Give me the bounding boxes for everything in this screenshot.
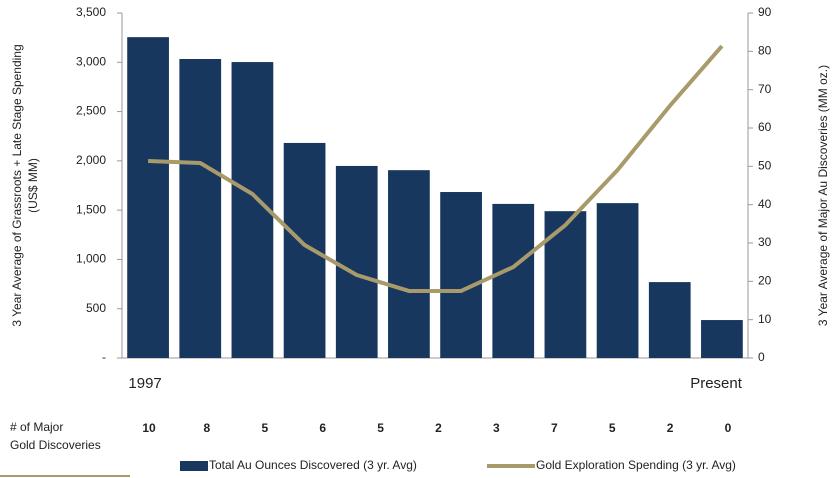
bar	[440, 192, 482, 358]
y2-tick-label: 80	[758, 44, 772, 58]
y2-tick-label: 90	[758, 5, 772, 19]
discovery-count: 10	[142, 421, 156, 435]
discovery-count: 6	[319, 421, 326, 435]
y-tick-label: 500	[86, 301, 106, 315]
y2-tick-label: 0	[758, 350, 765, 364]
y2-axis-label: 3 Year Average of Major Au Discoveries (…	[816, 65, 830, 326]
legend-swatch	[180, 461, 208, 471]
discovery-count: 7	[551, 421, 558, 435]
bar	[544, 211, 587, 358]
bar	[648, 282, 691, 358]
discovery-count: 5	[377, 421, 384, 435]
discovery-count: 3	[493, 421, 500, 435]
discoveries-label: # of Major	[10, 420, 63, 434]
y2-tick-label: 40	[758, 197, 772, 211]
y2-tick-label: 60	[758, 120, 772, 134]
y2-tick-label: 20	[758, 274, 772, 288]
x-tick-label: 1997	[128, 375, 161, 392]
discovery-count: 0	[725, 421, 732, 435]
discovery-count: 5	[261, 421, 268, 435]
discovery-count: 5	[609, 421, 616, 435]
y-tick-label: 1,000	[76, 252, 106, 266]
y-tick-label: 2,000	[76, 153, 106, 167]
bar	[179, 59, 222, 358]
bar	[701, 320, 743, 358]
bar	[492, 203, 535, 358]
bar	[283, 142, 326, 358]
discovery-count: 2	[435, 421, 442, 435]
discoveries-label: Gold Discoveries	[10, 438, 101, 452]
bar	[335, 165, 378, 358]
y2-tick-label: 10	[758, 312, 772, 326]
y-tick-label: 1,500	[76, 202, 106, 216]
y-tick-label: 3,000	[76, 54, 106, 68]
legend-label: Gold Exploration Spending (3 yr. Avg)	[536, 458, 736, 472]
y-tick-label: 2,500	[76, 104, 106, 118]
y-tick-label: 3,500	[76, 5, 106, 19]
x-tick-label: Present	[690, 375, 743, 392]
y2-tick-label: 70	[758, 82, 772, 96]
bar	[388, 170, 430, 358]
y-tick-label: -	[102, 350, 106, 364]
bar	[596, 203, 639, 358]
y-axis-label: (US$ MM)	[26, 158, 40, 213]
legend-label: Total Au Ounces Discovered (3 yr. Avg)	[209, 458, 417, 472]
discovery-count: 8	[204, 421, 211, 435]
line	[148, 44, 724, 293]
y2-tick-label: 30	[758, 235, 772, 249]
y2-tick-label: 50	[758, 159, 772, 173]
discovery-count: 2	[667, 421, 674, 435]
bar	[127, 37, 169, 359]
y-axis-label: 3 Year Average of Grassroots + Late Stag…	[10, 44, 24, 326]
